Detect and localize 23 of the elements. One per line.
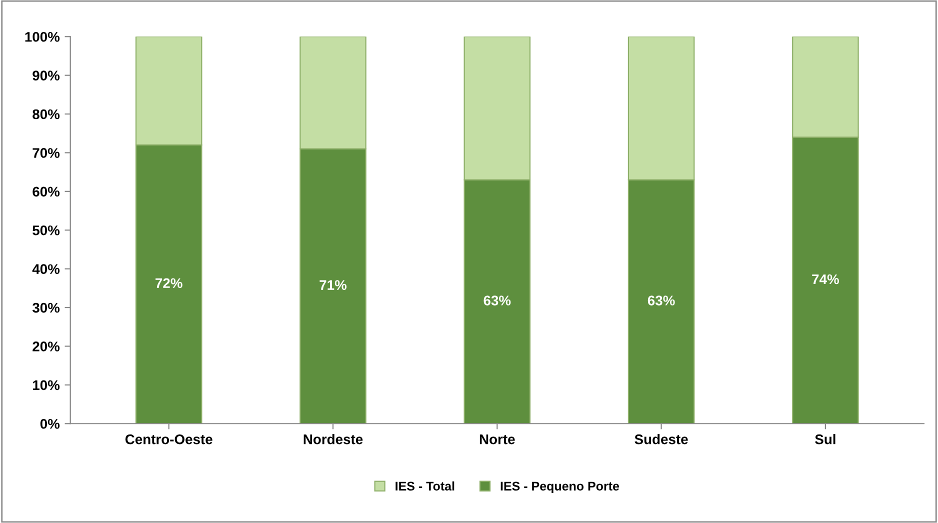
y-tick-label: 90%: [32, 70, 60, 80]
data-label: 63%: [484, 296, 511, 306]
y-tick-label: 20%: [32, 342, 60, 352]
y-tick-label: 10%: [33, 380, 60, 390]
x-tick-label: Nordeste: [304, 434, 363, 444]
x-tick-label: Sudeste: [634, 434, 688, 444]
data-label: 71%: [320, 280, 347, 290]
y-tick-label: 30%: [32, 302, 60, 313]
x-tick-label: Centro-Oeste: [125, 434, 212, 444]
y-tick-label: 80%: [32, 109, 60, 120]
data-label: 63%: [648, 296, 675, 306]
x-tick-label: Sul: [815, 434, 836, 444]
y-tick-label: 40%: [32, 264, 60, 274]
y-tick-label: 0%: [40, 418, 60, 429]
y-tick-label: 70%: [32, 148, 60, 158]
y-tick-label: 60%: [32, 186, 60, 197]
y-tick-label: 50%: [32, 225, 60, 236]
data-label: 72%: [156, 278, 182, 288]
x-tick-label: Norte: [480, 434, 515, 444]
legend-label: IES - Total: [396, 481, 454, 491]
legend-label: IES - Pequeno Porte: [500, 482, 620, 494]
data-label: 74%: [812, 274, 839, 284]
y-tick-label: 100%: [25, 32, 60, 42]
